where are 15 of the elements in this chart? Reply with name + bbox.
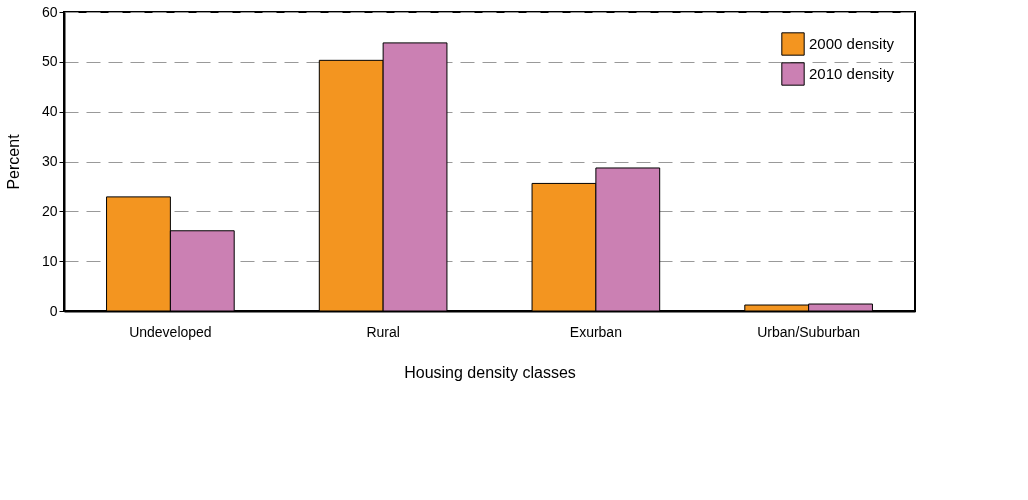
y-tick-label: 50 — [41, 53, 58, 70]
legend-label: 2010 density — [809, 65, 895, 82]
x-tick-label: Undeveloped — [129, 323, 212, 340]
y-tick-label: 0 — [49, 302, 58, 319]
x-tick-label: Rural — [366, 323, 400, 340]
y-tick-label: 20 — [41, 202, 58, 219]
x-tick-label: Urban/Suburban — [757, 323, 860, 340]
y-tick-label: 10 — [41, 252, 58, 269]
y-axis-title: Percent — [4, 133, 22, 190]
x-axis-title: Housing density classes — [404, 363, 576, 381]
y-tick-label: 60 — [41, 3, 58, 20]
y-tick-label: 40 — [41, 103, 58, 120]
y-tick-label: 30 — [41, 153, 58, 169]
legend-label: 2000 density — [809, 35, 895, 52]
x-tick-label: Exurban — [569, 323, 622, 340]
